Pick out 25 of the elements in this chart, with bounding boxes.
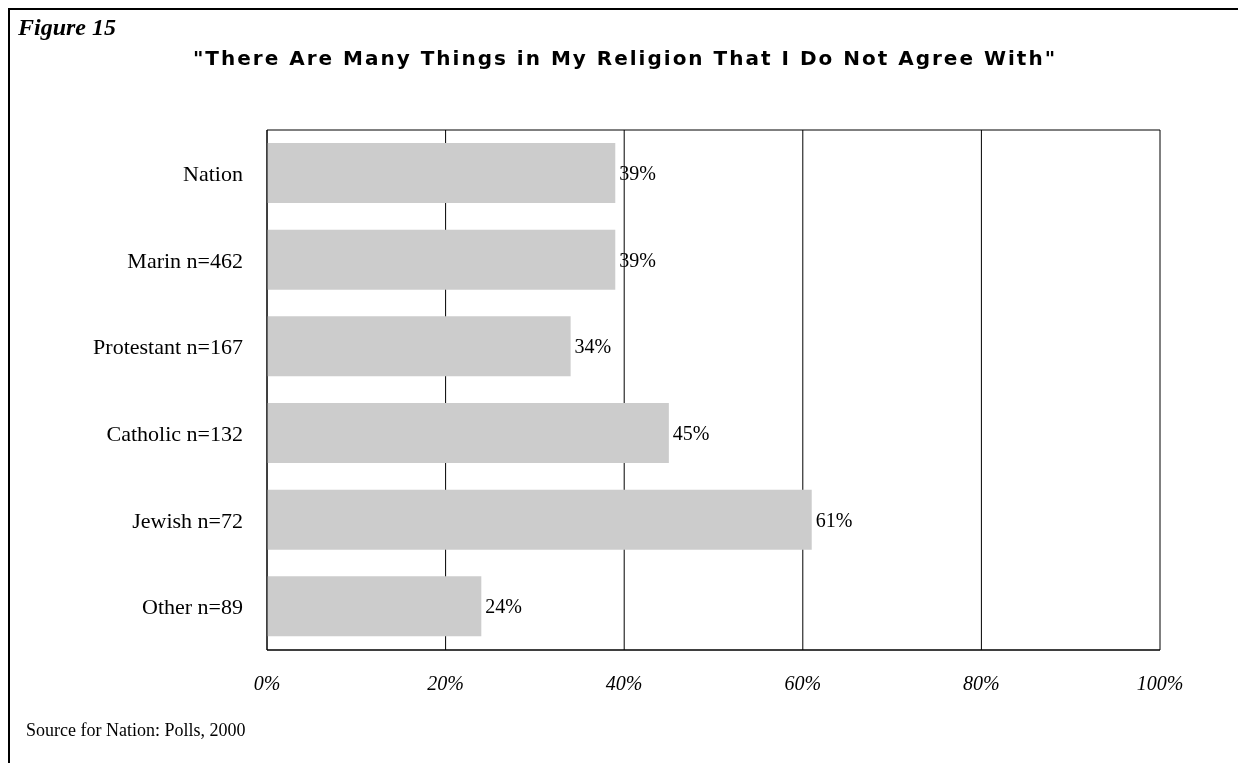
bar [267, 489, 812, 550]
y-tick-label: Other n=89 [142, 594, 243, 620]
bar [267, 143, 616, 203]
x-tick-label: 100% [1136, 672, 1184, 695]
data-label: 45% [672, 422, 710, 445]
y-tick-label: Protestant n=167 [93, 334, 243, 360]
y-tick-label: Catholic n=132 [106, 421, 243, 447]
y-tick-label: Marin n=462 [127, 247, 243, 273]
source-note: Source for Nation: Polls, 2000 [26, 720, 246, 741]
chart-title: "There Are Many Things in My Religion That I Do Not Agree With" [191, 46, 1059, 70]
bar [267, 316, 571, 377]
bar [267, 229, 616, 290]
x-tick-label: 20% [427, 672, 464, 695]
x-tick-label: 60% [784, 672, 822, 695]
bar [267, 403, 669, 463]
y-tick-label: Nation [183, 161, 243, 187]
bar [267, 576, 482, 637]
x-tick-label: 40% [605, 672, 643, 695]
data-label: 61% [815, 508, 853, 531]
x-tick-label: 0% [253, 672, 281, 695]
y-tick-label: Jewish n=72 [132, 507, 243, 533]
x-tick-label: 80% [963, 672, 1000, 695]
data-label: 24% [485, 595, 522, 618]
caption: Figure 15 [18, 14, 117, 41]
data-label: 34% [574, 335, 612, 358]
